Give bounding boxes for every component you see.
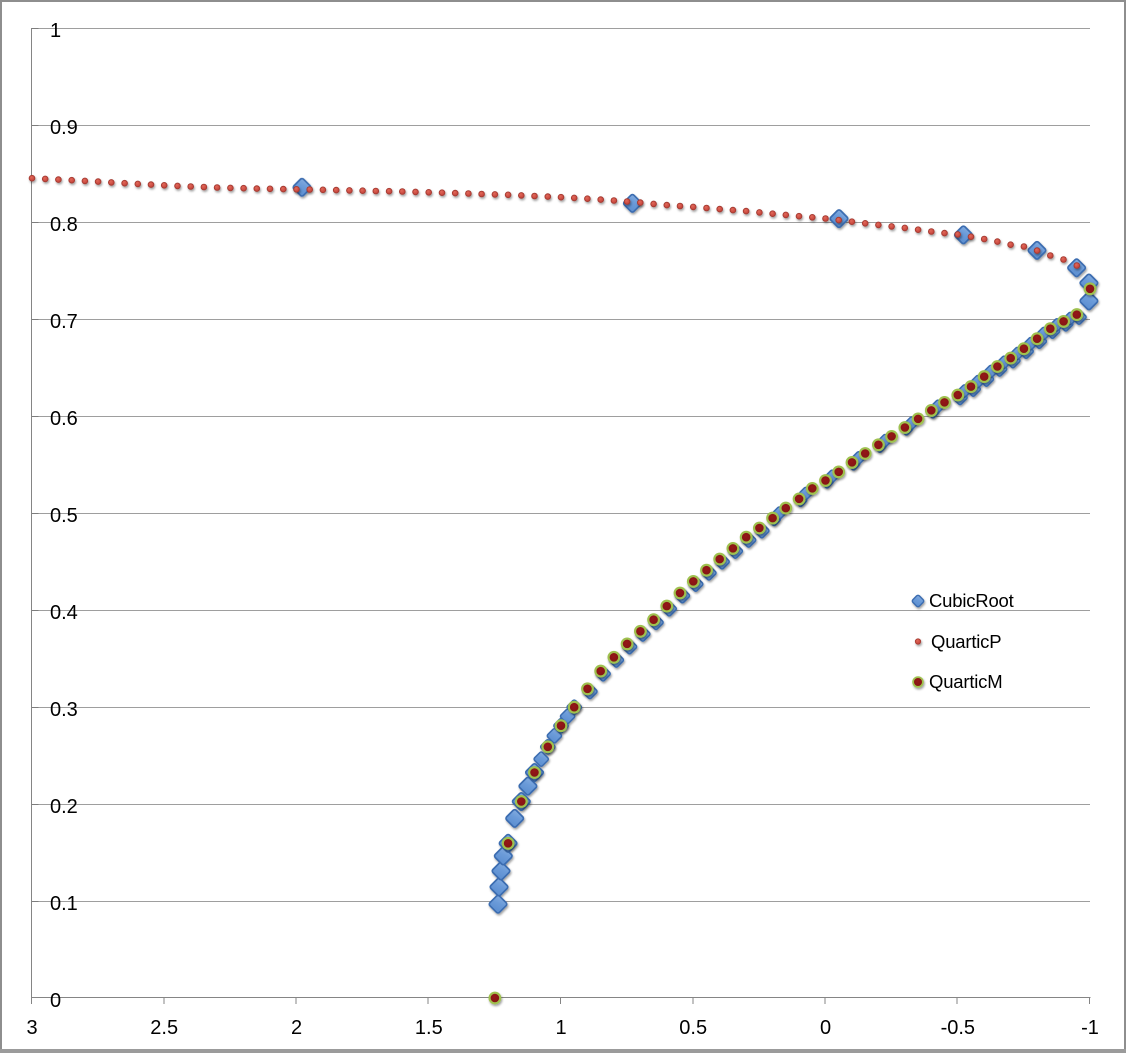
svg-text:1: 1: [50, 20, 61, 42]
svg-text:-1: -1: [1081, 1017, 1099, 1039]
svg-text:0.5: 0.5: [679, 1017, 707, 1039]
svg-text:2: 2: [291, 1017, 302, 1039]
svg-text:1.5: 1.5: [415, 1017, 443, 1039]
svg-text:CubicRoot: CubicRoot: [929, 590, 1014, 611]
svg-text:QuarticM: QuarticM: [929, 671, 1002, 692]
svg-text:0.1: 0.1: [50, 893, 78, 915]
svg-text:0.9: 0.9: [50, 117, 78, 139]
svg-text:2.5: 2.5: [150, 1017, 178, 1039]
svg-text:0.4: 0.4: [50, 602, 78, 624]
svg-text:0.2: 0.2: [50, 796, 78, 818]
svg-text:0.6: 0.6: [50, 408, 78, 430]
svg-text:1: 1: [555, 1017, 566, 1039]
svg-text:0.7: 0.7: [50, 311, 78, 333]
svg-text:QuarticP: QuarticP: [931, 631, 1001, 652]
svg-text:3: 3: [26, 1017, 37, 1039]
svg-text:0.3: 0.3: [50, 699, 78, 721]
svg-text:0.5: 0.5: [50, 505, 78, 527]
svg-text:0: 0: [820, 1017, 831, 1039]
svg-text:-0.5: -0.5: [941, 1017, 975, 1039]
svg-text:0: 0: [50, 990, 61, 1012]
svg-text:0.8: 0.8: [50, 214, 78, 236]
